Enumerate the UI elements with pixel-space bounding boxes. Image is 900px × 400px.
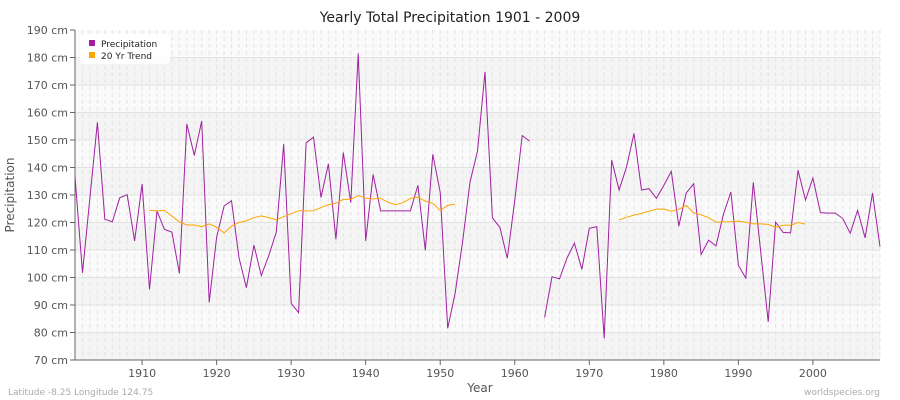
y-axis-label: Precipitation <box>3 157 17 232</box>
x-tick-label: 1990 <box>724 367 752 380</box>
footer-coords: Latitude -8.25 Longitude 124.75 <box>8 388 153 398</box>
y-tick-label: 170 cm <box>27 79 68 92</box>
y-tick-label: 160 cm <box>27 107 68 120</box>
x-tick-label: 1920 <box>203 367 231 380</box>
footer-site: worldspecies.org <box>804 388 880 398</box>
y-tick-label: 140 cm <box>27 162 68 175</box>
x-tick-label: 1940 <box>352 367 380 380</box>
chart-title: Yearly Total Precipitation 1901 - 2009 <box>319 10 581 26</box>
y-tick-label: 100 cm <box>27 272 68 285</box>
y-tick-label: 190 cm <box>27 24 68 37</box>
legend-swatch-trend <box>89 52 95 58</box>
precipitation-line <box>74 53 881 339</box>
trend-line <box>149 194 806 234</box>
legend: Precipitation 20 Yr Trend <box>80 34 170 64</box>
y-tick-label: 120 cm <box>27 217 68 230</box>
y-tick-label: 90 cm <box>34 299 68 312</box>
x-tick-label: 1930 <box>277 367 305 380</box>
x-tick-label: 1910 <box>128 367 156 380</box>
x-tick-label: 1970 <box>575 367 603 380</box>
y-tick-label: 80 cm <box>34 327 68 340</box>
x-axis-label: Year <box>466 381 492 395</box>
x-tick-label: 1950 <box>426 367 454 380</box>
y-tick-label: 70 cm <box>34 354 68 367</box>
x-tick-label: 2000 <box>799 367 827 380</box>
legend-label-trend: 20 Yr Trend <box>101 52 152 62</box>
y-tick-label: 130 cm <box>27 189 68 202</box>
y-tick-label: 180 cm <box>27 52 68 65</box>
x-tick-label: 1960 <box>501 367 529 380</box>
y-tick-label: 150 cm <box>27 134 68 147</box>
legend-swatch-precipitation <box>89 40 95 46</box>
y-tick-label: 110 cm <box>27 244 68 257</box>
x-tick-label: 1980 <box>650 367 678 380</box>
legend-label-precipitation: Precipitation <box>101 40 157 50</box>
